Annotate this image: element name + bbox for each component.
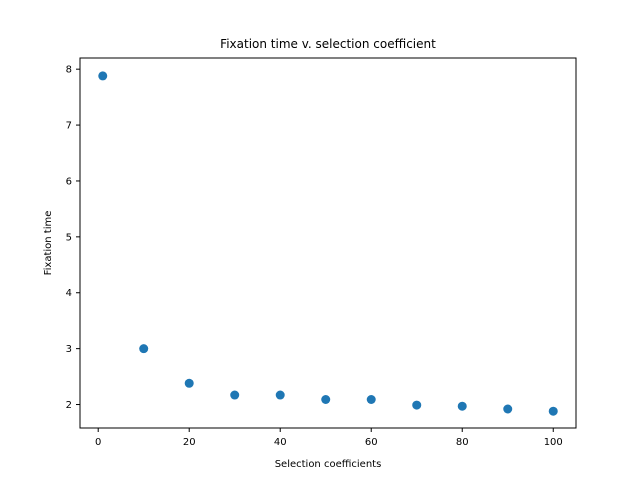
- y-axis-label: Fixation time: [43, 211, 54, 276]
- x-tick-label: 60: [365, 437, 378, 448]
- data-point: [230, 390, 240, 400]
- chart-title: Fixation time v. selection coefficient: [220, 37, 436, 51]
- data-point: [321, 394, 331, 404]
- data-points: [98, 71, 558, 416]
- x-tick-label: 20: [183, 437, 196, 448]
- y-tick-label: 6: [66, 176, 72, 187]
- x-tick-label: 40: [274, 437, 287, 448]
- plot-frame: [79, 57, 577, 429]
- y-tick-label: 5: [66, 232, 72, 243]
- data-point: [98, 71, 108, 81]
- x-tick-label: 0: [95, 437, 101, 448]
- x-axis-label: Selection coefficients: [275, 459, 382, 470]
- data-point: [457, 401, 467, 411]
- data-point: [275, 390, 285, 400]
- data-point: [139, 344, 149, 354]
- data-point: [366, 394, 376, 404]
- y-tick-label: 4: [66, 288, 72, 299]
- data-point: [412, 400, 422, 410]
- x-axis: 0 20 40 60 80 100: [95, 428, 563, 448]
- x-tick-label: 80: [456, 437, 469, 448]
- x-tick-label: 100: [544, 437, 563, 448]
- data-point: [503, 404, 513, 414]
- y-axis: 2 3 4 5 6 7 8: [66, 65, 80, 411]
- y-tick-label: 7: [66, 121, 72, 132]
- y-tick-label: 3: [66, 344, 72, 355]
- data-point: [184, 378, 194, 388]
- data-point: [548, 406, 558, 416]
- y-tick-label: 8: [66, 65, 72, 76]
- y-tick-label: 2: [66, 400, 72, 411]
